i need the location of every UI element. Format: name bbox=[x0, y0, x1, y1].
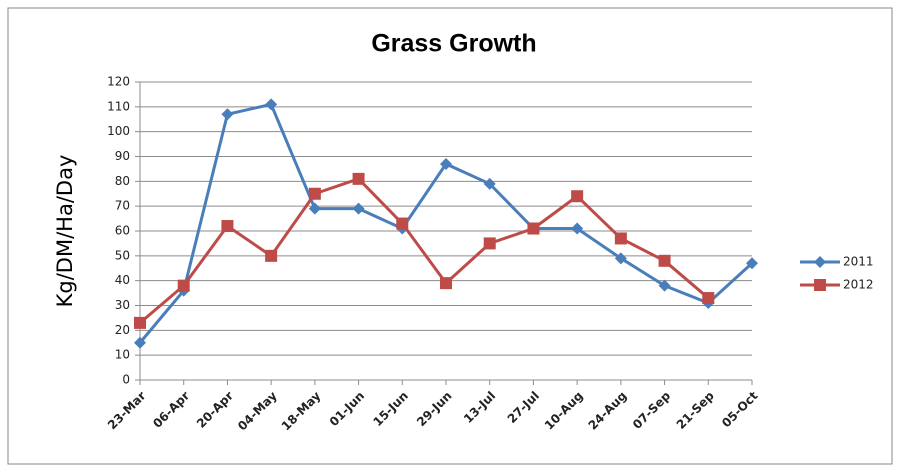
legend-label: 2012 bbox=[843, 278, 874, 292]
data-point bbox=[177, 279, 190, 292]
y-tick-label: 120 bbox=[107, 75, 130, 89]
data-point bbox=[134, 336, 146, 349]
data-point bbox=[221, 108, 234, 121]
data-point bbox=[440, 277, 452, 290]
data-point bbox=[614, 232, 627, 245]
y-tick-label: 90 bbox=[115, 149, 130, 163]
data-point bbox=[265, 249, 278, 262]
y-tick-label: 30 bbox=[115, 298, 130, 312]
data-point bbox=[702, 292, 715, 305]
data-point bbox=[746, 257, 758, 270]
data-point bbox=[352, 202, 365, 215]
data-point bbox=[483, 177, 496, 190]
data-point bbox=[308, 202, 321, 215]
data-point bbox=[658, 254, 671, 267]
data-point bbox=[134, 316, 146, 329]
y-tick-label: 10 bbox=[115, 348, 130, 362]
y-axis-label: Kg/DM/Ha/Day bbox=[53, 155, 77, 308]
legend-marker bbox=[814, 256, 826, 268]
data-point bbox=[527, 222, 540, 235]
data-point bbox=[571, 222, 584, 235]
data-point bbox=[265, 98, 278, 111]
y-tick-label: 0 bbox=[122, 373, 130, 387]
y-tick-label: 40 bbox=[115, 273, 130, 287]
data-point bbox=[483, 237, 496, 250]
data-point bbox=[396, 217, 409, 230]
title-box bbox=[212, 18, 708, 68]
chart-title: Grass Growth bbox=[371, 30, 536, 58]
data-point bbox=[440, 157, 452, 170]
data-point bbox=[352, 172, 365, 185]
legend-marker bbox=[814, 279, 826, 291]
data-point bbox=[221, 220, 234, 233]
series-line bbox=[139, 177, 710, 325]
data-point bbox=[308, 187, 321, 200]
y-tick-label: 50 bbox=[115, 248, 130, 262]
chart-frame bbox=[7, 7, 893, 465]
y-tick-label: 20 bbox=[115, 323, 130, 337]
y-tick-label: 80 bbox=[115, 174, 130, 188]
y-tick-label: 110 bbox=[107, 99, 130, 113]
data-point bbox=[658, 279, 671, 292]
legend-label: 2011 bbox=[843, 255, 874, 269]
y-tick-label: 70 bbox=[115, 199, 130, 213]
data-point bbox=[614, 252, 627, 265]
y-tick-label: 100 bbox=[107, 124, 130, 138]
data-point bbox=[571, 190, 584, 203]
y-tick-label: 60 bbox=[115, 224, 130, 238]
